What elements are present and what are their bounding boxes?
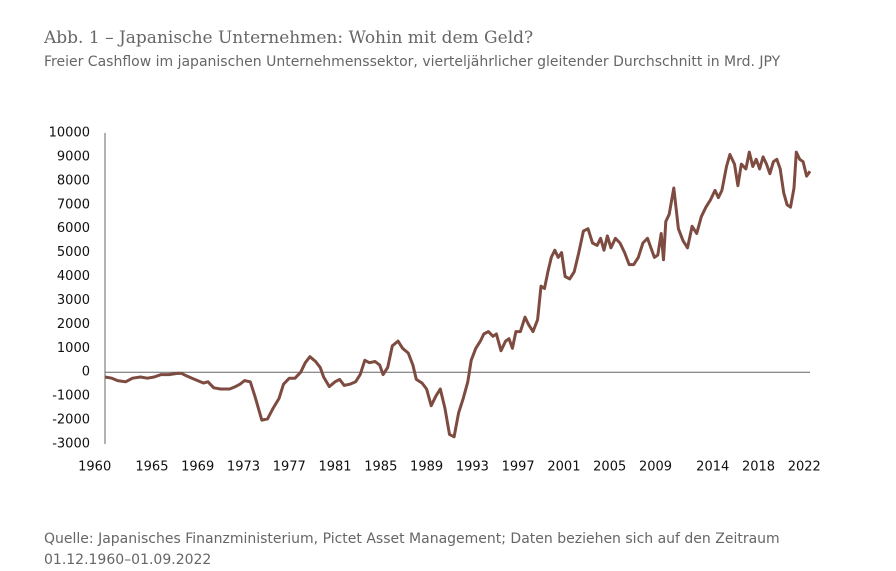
y-tick-label: 2000 — [57, 317, 90, 332]
x-tick-label: 2018 — [742, 460, 775, 475]
chart-subtitle: Freier Cashflow im japanischen Unternehm… — [44, 54, 781, 70]
x-tick-label: 1973 — [227, 460, 260, 475]
chart-title: Abb. 1 – Japanische Unternehmen: Wohin m… — [44, 28, 534, 48]
y-tick-label: 5000 — [57, 245, 90, 260]
x-tick-label: 1965 — [135, 460, 168, 475]
x-tick-label: 1993 — [456, 460, 489, 475]
x-tick-label: 2005 — [593, 460, 626, 475]
data-line — [104, 150, 812, 439]
x-tick-label: 1977 — [273, 460, 306, 475]
x-tick-label: 1997 — [502, 460, 535, 475]
chart: -3000 -2000 -1000 0 1000 2000 3000 4000 5000 6000… — [49, 126, 821, 475]
y-tick-label: 10000 — [49, 126, 90, 141]
x-tick-label: 2009 — [639, 460, 672, 475]
y-tick-label: -1000 — [52, 389, 90, 404]
source-note: Quelle: Japanisches Finanzministerium, P… — [44, 531, 780, 568]
y-tick-label: 7000 — [57, 197, 90, 212]
y-tick-label: 9000 — [57, 149, 90, 164]
y-tick-label: -3000 — [52, 437, 90, 452]
x-tick-label: 1969 — [181, 460, 214, 475]
x-tick-label: 1985 — [364, 460, 397, 475]
y-tick-label: 4000 — [57, 269, 90, 284]
x-tick-label: 2001 — [547, 460, 580, 475]
x-tick-label: 1981 — [318, 460, 351, 475]
x-tick-label: 2014 — [696, 460, 729, 475]
y-tick-label: 1000 — [57, 341, 90, 356]
x-tick-label: 1989 — [410, 460, 443, 475]
y-tick-label: 8000 — [57, 173, 90, 188]
x-tick-label: 1960 — [78, 460, 111, 475]
y-tick-label: 3000 — [57, 293, 90, 308]
y-tick-label: 6000 — [57, 221, 90, 236]
y-tick-label: -2000 — [52, 413, 90, 428]
x-tick-label: 2022 — [788, 460, 821, 475]
y-tick-label: 0 — [82, 365, 90, 380]
